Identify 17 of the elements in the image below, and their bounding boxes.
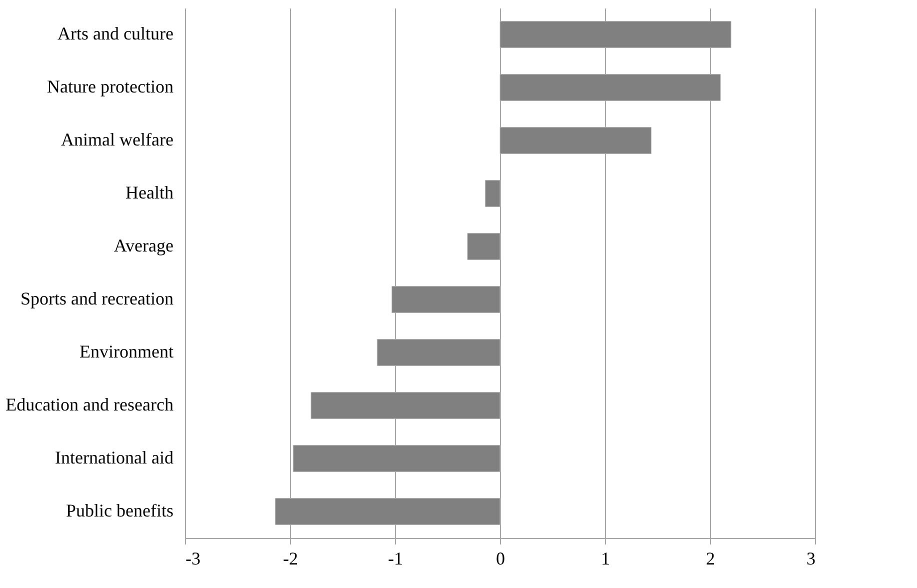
- y-tick-label: International aid: [55, 448, 174, 468]
- y-tick-label: Education and research: [6, 394, 174, 414]
- x-tick-label: 1: [601, 548, 610, 568]
- x-tick-label: 2: [706, 548, 715, 568]
- x-tick-label: -2: [283, 548, 298, 568]
- y-tick-label: Public benefits: [66, 500, 174, 520]
- y-tick-label: Sports and recreation: [20, 288, 174, 308]
- y-tick-label: Arts and culture: [58, 24, 174, 44]
- y-tick-label: Environment: [80, 342, 174, 362]
- y-tick-label: Nature protection: [47, 76, 174, 96]
- x-tick-label: -3: [186, 548, 200, 568]
- x-tick-label: -1: [388, 548, 403, 568]
- x-tick-label: 0: [496, 548, 505, 568]
- y-tick-label: Health: [126, 182, 174, 202]
- x-tick-label: 3: [806, 548, 816, 568]
- y-tick-label: Animal welfare: [61, 130, 174, 150]
- y-tick-label: Average: [114, 236, 174, 256]
